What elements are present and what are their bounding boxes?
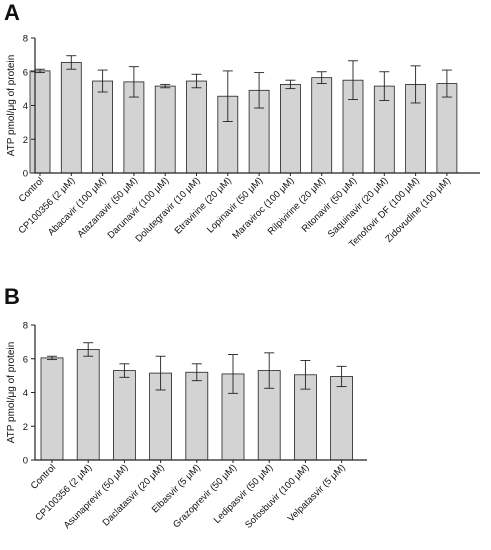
panel-a-y-tick-label: 2 [23,135,28,146]
panel-a-x-tick-label: Control [17,175,46,204]
panel-b-x-tick-label: Asunaprevir (50 μM) [62,462,131,531]
panel-a-y-tick-label: 8 [23,34,28,45]
panel-a-bar [29,70,51,174]
panel-a-y-tick-label: 4 [23,101,28,112]
panel-a-bar [311,77,333,174]
panel-a-x-tick-label: Abacavir (100 μM) [46,175,109,238]
panel-a-bar [92,80,113,174]
panel-a-bar [186,80,207,174]
panel-b-letter: B [4,284,20,309]
panel-b-y-tick-label: 2 [23,422,28,433]
panel-b-y-tick-label: 6 [23,354,28,365]
panel-a-bar [154,85,176,174]
panel-b-x-tick-label: Grazoprevir (50 μM) [171,462,239,530]
panel-a-x-tick-label: Etravirine (20 μM) [173,175,234,236]
panel-a-y-tick-label: 6 [23,67,28,78]
panel-b-y-tick-label: 4 [23,388,28,399]
panel-a-x-tick-label: Ritonavir (50 μM) [300,175,359,234]
panel-a-letter: A [4,0,20,25]
panel-a-bar [279,84,301,174]
panel-a-x-tick-label: Rilpivirine (20 μM) [266,175,328,237]
panel-b-x-tick-label: Daclatasvir (20 μM) [101,462,167,528]
panel-b-y-tick-label: 8 [23,321,28,332]
panel-a-bar [60,62,82,174]
panel-a-x-tick-label: Lopinavir (50 μM) [205,175,265,235]
panel-b-bar [113,370,136,461]
panel-b-bar [185,371,209,461]
panel-b-y-tick-label: 0 [23,456,28,467]
panel-b-bar [40,357,64,461]
panel-a-x-tick-label: CP100356 (2 μM) [16,175,77,236]
panel-b-x-tick-label: Sofosbuvir (100 μM) [243,462,311,530]
panel-b-x-tick-label: Control [29,462,58,491]
panel-b-bar [76,349,100,461]
panel-b-y-axis-label: ATP pmol/μg of protein [6,342,17,444]
panel-b-bars [40,342,354,461]
panel-b-bar [330,376,354,461]
panel-a-y-axis-label: ATP pmol/μg of protein [6,55,17,157]
panel-a-bars [29,55,458,174]
panel-a-y-tick-label: 0 [23,169,28,180]
